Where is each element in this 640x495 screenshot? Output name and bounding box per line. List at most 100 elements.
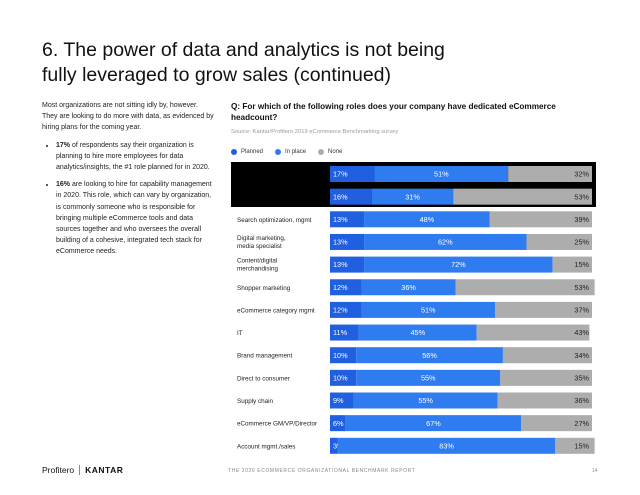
bar-segment-none [552,256,592,273]
chart-legend: Planned In place None [231,147,342,157]
page-title: 6. The power of data and analytics is no… [42,38,562,88]
bar-segment-planned [330,392,354,409]
data-label-in-place: 31% [405,192,420,201]
data-label-planned: 6% [333,419,344,428]
data-label-none: 37% [574,306,589,315]
footer-report-title: THE 2020 ECOMMERCE ORGANIZATIONAL BENCHM… [228,468,416,474]
bar-segment-in-place [364,211,490,228]
data-label-in-place: 55% [421,373,436,382]
data-label-in-place: 67% [426,419,441,428]
data-label-planned: 10% [333,373,348,382]
data-label-none: 39% [574,215,589,224]
bar-segment-planned [330,301,362,318]
data-label-planned: 13% [333,215,348,224]
data-label-in-place: 83% [439,441,454,450]
bar-segment-planned [330,256,365,273]
data-label-in-place: 55% [418,396,433,405]
legend-label: In place [285,149,307,155]
bar-segment-none [502,347,592,364]
category-label: Brand management [237,353,293,360]
bar-segment-in-place [356,347,503,364]
data-label-in-place: 62% [438,238,453,247]
bar-segment-planned [330,347,357,364]
bullet-item: 17% of respondents say their organizatio… [56,140,214,174]
bar-segment-none [495,301,592,318]
data-label-in-place: 45% [410,328,425,337]
data-label-none: 35% [574,373,589,382]
data-label-none: 27% [574,419,589,428]
data-label-in-place: 36% [401,283,416,292]
bar-segment-in-place [364,233,527,250]
intro-paragraph: Most organizations are not sitting idly … [42,102,214,132]
bar-segment-in-place [353,392,498,409]
legend-item-in-place: In place [275,149,306,155]
legend-swatch-in-place [275,149,282,155]
bar-segment-none [476,324,590,341]
data-label-none: 36% [574,396,589,405]
intro-text: Most organizations are not sitting idly … [42,100,214,264]
data-label-planned: 9% [333,396,344,405]
bar-segment-in-place [337,437,556,454]
category-label: Search optimization, mgmt [237,217,312,224]
data-label-none: 43% [574,328,589,337]
bar-segment-planned [330,233,365,250]
bar-segment-none [521,415,592,432]
bullet-text: of respondents say their organization is… [56,141,210,172]
bar-segment-none [500,369,592,386]
bar-segment-planned [330,324,359,341]
bullet-stat: 17% [56,141,71,149]
legend-label: Planned [241,149,264,155]
data-label-none: 34% [574,351,589,360]
bar-segment-none [526,233,592,250]
bar-segment-planned [330,279,362,296]
bar-segment-planned [330,166,375,182]
kantar-logo: KANTAR [85,465,124,475]
category-label: Digital marketing, [237,235,286,242]
data-label-planned: 12% [333,306,348,315]
data-label-in-place: 48% [420,215,435,224]
data-label-planned: 17% [333,170,348,179]
legend-item-none: None [318,149,342,155]
data-label-none: 25% [574,238,589,247]
title-line-1: 6. The power of data and analytics is no… [42,39,445,61]
bar-segment-planned [330,188,372,205]
bullet-item: 16% are looking to hire for capability m… [56,179,214,257]
category-label: Account mgmt./sales [237,443,295,450]
data-label-planned: 13% [333,238,348,247]
chart-question: Q: For which of the following roles does… [231,102,556,122]
chart-source: Source: Kantar/Profitero 2019 eCommerce … [231,129,399,135]
data-label-none: 53% [574,192,589,201]
bar-segment-in-place [361,301,496,318]
bar-segment-in-place [364,256,553,273]
category-label: Shopper marketing [237,285,291,292]
bar-segment-none [508,166,592,182]
bar-segment-in-place [374,166,509,182]
category-label: Direct to consumer [237,375,290,382]
data-label-none: 53% [574,283,589,292]
profitero-logo: Profitero [42,465,75,475]
bullet-list: 17% of respondents say their organizatio… [42,140,214,258]
data-label-none: 32% [574,170,589,179]
bar-segment-none [453,188,592,205]
bar-segment-none [489,211,592,228]
bar-segment-in-place [358,324,477,341]
footer-logos: Profitero KANTAR [42,465,123,475]
bar-segment-none [555,437,595,454]
category-label: Supply chain [237,398,274,405]
bar-segment-in-place [345,415,522,432]
category-label: eCommerce category mgmt [237,307,315,314]
legend-swatch-none [318,149,325,155]
data-label-planned: 10% [333,351,348,360]
bullet-text: are looking to hire for capability manag… [56,181,212,256]
logo-divider [79,465,81,475]
category-label: eCommerce GM/VP/Director [237,421,317,428]
bar-segment-in-place [361,279,456,296]
bar-segment-planned [330,369,357,386]
data-label-in-place: 56% [422,351,437,360]
bullet-stat: 16% [56,181,71,189]
bar-segment-planned [330,437,338,454]
bar-segment-in-place [356,369,501,386]
data-label-planned: 13% [333,260,348,269]
data-label-in-place: 51% [434,170,449,179]
page-number: 14 [592,468,598,474]
